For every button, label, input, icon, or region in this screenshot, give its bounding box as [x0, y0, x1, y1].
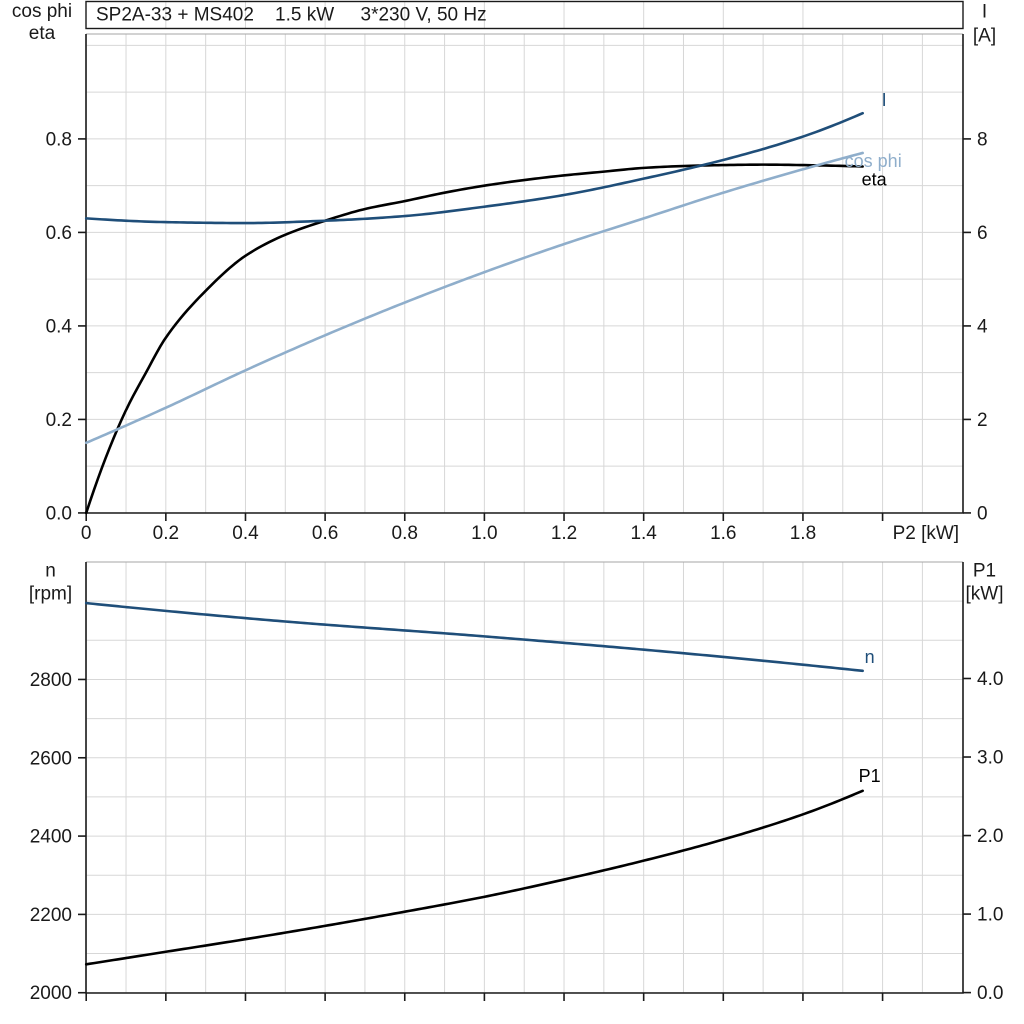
svg-text:1.6: 1.6 — [710, 523, 736, 544]
svg-text:1.0: 1.0 — [471, 523, 497, 544]
svg-text:0.8: 0.8 — [46, 129, 72, 150]
svg-text:P1: P1 — [973, 560, 996, 581]
svg-text:0.6: 0.6 — [46, 223, 72, 244]
svg-text:0.2: 0.2 — [153, 523, 179, 544]
svg-text:P1: P1 — [859, 766, 881, 786]
svg-text:[rpm]: [rpm] — [29, 583, 72, 604]
svg-text:4: 4 — [977, 316, 988, 337]
svg-text:eta: eta — [862, 169, 888, 189]
svg-text:[kW]: [kW] — [966, 583, 1004, 604]
svg-text:2: 2 — [977, 410, 988, 431]
svg-text:1.8: 1.8 — [790, 523, 816, 544]
svg-text:SP2A-33 + MS402 1.5 kW: SP2A-33 + MS402 1.5 kW 3*230 V, 50 Hz — [96, 5, 487, 26]
svg-text:1.2: 1.2 — [551, 523, 577, 544]
svg-text:0.0: 0.0 — [977, 983, 1003, 1004]
svg-text:4.0: 4.0 — [977, 669, 1003, 690]
svg-text:2600: 2600 — [30, 748, 72, 769]
svg-text:n: n — [45, 560, 56, 581]
svg-text:6: 6 — [977, 223, 988, 244]
svg-text:2000: 2000 — [30, 983, 72, 1004]
svg-text:0.8: 0.8 — [392, 523, 418, 544]
svg-text:[A]: [A] — [973, 25, 996, 46]
svg-text:cos phi: cos phi — [845, 151, 902, 171]
svg-text:cos phi: cos phi — [12, 1, 72, 22]
svg-text:0.4: 0.4 — [232, 523, 259, 544]
svg-text:I: I — [882, 90, 887, 110]
svg-text:P2 [kW]: P2 [kW] — [893, 523, 960, 544]
svg-text:2200: 2200 — [30, 905, 72, 926]
svg-text:3.0: 3.0 — [977, 748, 1003, 769]
svg-text:2800: 2800 — [30, 670, 72, 691]
svg-text:n: n — [865, 647, 875, 667]
svg-text:2400: 2400 — [30, 827, 72, 848]
svg-text:1.0: 1.0 — [977, 905, 1003, 926]
svg-text:0.0: 0.0 — [46, 503, 72, 524]
svg-text:2.0: 2.0 — [977, 826, 1003, 847]
svg-text:0: 0 — [977, 503, 988, 524]
svg-text:0.4: 0.4 — [46, 316, 73, 337]
svg-text:0.6: 0.6 — [312, 523, 338, 544]
svg-text:I: I — [982, 2, 987, 23]
svg-text:eta: eta — [29, 23, 56, 44]
svg-text:1.4: 1.4 — [630, 523, 657, 544]
svg-text:0: 0 — [81, 523, 92, 544]
svg-text:8: 8 — [977, 129, 988, 150]
svg-text:0.2: 0.2 — [46, 410, 72, 431]
